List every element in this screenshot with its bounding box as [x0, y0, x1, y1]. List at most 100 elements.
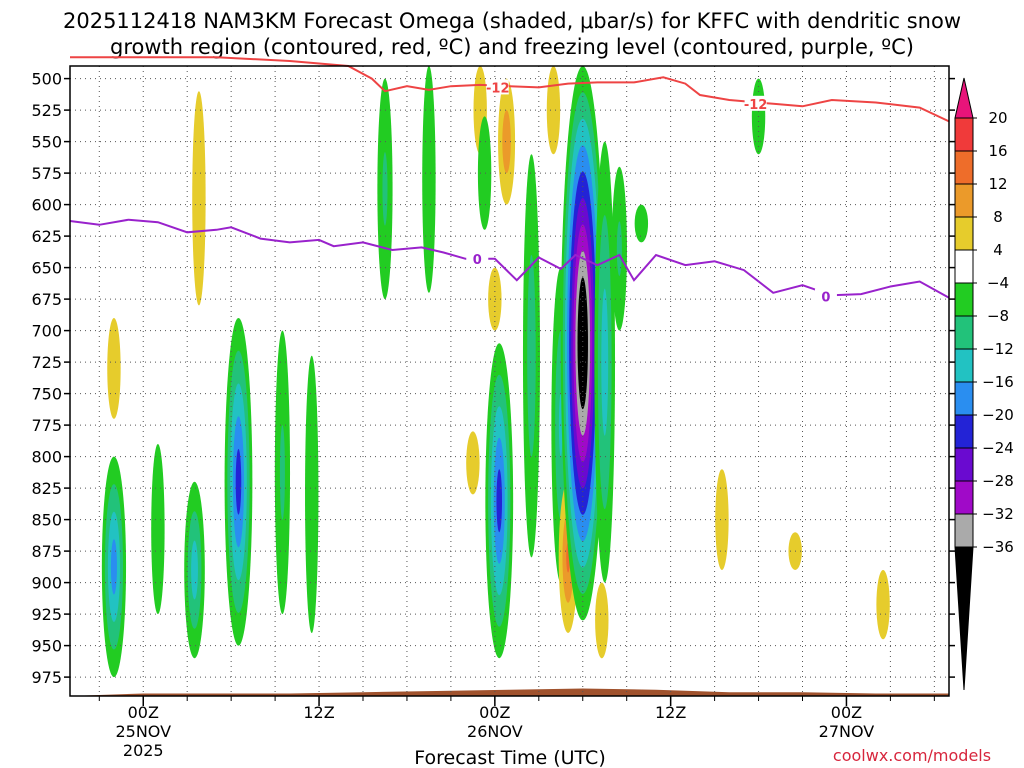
omega-level-15-5 — [496, 469, 503, 533]
omega-cell-23 — [595, 582, 609, 659]
omega-cell-13 — [488, 267, 502, 331]
omega-cell-21 — [594, 141, 616, 583]
omega-level-8-2 — [382, 152, 388, 226]
y-tick-label-975: 975 — [31, 668, 62, 687]
x-tick-label-0-0: 00Z — [128, 703, 159, 722]
colorbar-bin-3 — [954, 183, 974, 218]
x-tick-label-36-0: 12Z — [655, 703, 686, 722]
y-tick-label-650: 650 — [31, 259, 62, 278]
omega-level-22-2 — [616, 221, 622, 276]
y-tick-label-725: 725 — [31, 353, 62, 372]
omega-cell-6 — [274, 330, 291, 615]
omega-cell-5 — [224, 318, 253, 646]
omega-level-20-11 — [578, 293, 587, 394]
omega-level-5-5 — [235, 449, 242, 515]
omega-level-12-1 — [466, 431, 480, 495]
freezing_level-label-0: 0 — [473, 253, 482, 268]
freezing_level-line — [69, 218, 950, 299]
omega-cell-3 — [192, 91, 206, 306]
omega-level-24-1 — [634, 204, 649, 243]
omega-level-0-4 — [110, 539, 117, 595]
freezing_level-label-bg-1 — [814, 288, 837, 304]
omega-cell-7 — [305, 355, 319, 633]
y-tick-label-825: 825 — [31, 479, 62, 498]
omega-level-6-2 — [279, 425, 285, 520]
credit-text: coolwx.com/models — [833, 746, 991, 765]
x-tick-label-24-1: 26NOV — [467, 722, 523, 741]
omega-level-21-3 — [601, 288, 609, 436]
omega-level-17-1 — [546, 66, 561, 155]
dgz_contour-label-bg-0 — [486, 79, 509, 95]
colorbar-bottom-arrow — [954, 546, 974, 691]
colorbar-label-11: −28 — [982, 472, 1014, 490]
dgz_contour-label-0: -12 — [486, 81, 510, 96]
colorbar-label-2: 12 — [988, 175, 1007, 193]
omega-cell-16 — [522, 154, 540, 558]
omega-level-23-1 — [595, 582, 609, 659]
colorbar-bin-6 — [954, 282, 974, 317]
colorbar-label-8: −16 — [982, 373, 1014, 391]
colorbar-bin-13 — [954, 513, 974, 548]
colorbar-bin-11 — [954, 447, 974, 482]
omega-level-9-1 — [422, 65, 436, 293]
freezing_level-label-bg-0 — [466, 250, 489, 266]
y-tick-label-850: 850 — [31, 511, 62, 530]
omega-level-16-2 — [527, 254, 536, 457]
omega-level-2-1 — [151, 444, 165, 615]
freezing_level-label-1: 0 — [821, 291, 830, 306]
omega-cell-0 — [101, 456, 127, 678]
y-tick-label-675: 675 — [31, 290, 62, 309]
omega-cell-4 — [184, 481, 205, 659]
y-axis: 500 525 550 575 600 625 650 675 700 725 750 775 800 8… — [31, 70, 955, 687]
y-tick-label-925: 925 — [31, 605, 62, 624]
omega-level-13-1 — [488, 267, 502, 331]
colorbar-label-1: 16 — [988, 142, 1007, 160]
dgz_contour-label-1: -12 — [744, 98, 768, 113]
colorbar-top-arrow — [954, 77, 974, 119]
colorbar-bin-9 — [954, 381, 974, 416]
y-tick-label-600: 600 — [31, 196, 62, 215]
terrain-layer — [70, 688, 949, 696]
x-tick-label-48-0: 00Z — [831, 703, 862, 722]
colorbar-bin-5 — [954, 249, 974, 284]
omega-level-3-1 — [192, 91, 206, 306]
y-tick-label-775: 775 — [31, 416, 62, 435]
colorbar-label-10: −24 — [982, 439, 1014, 457]
y-tick-label-900: 900 — [31, 574, 62, 593]
terrain-area — [70, 688, 949, 696]
y-tick-label-750: 750 — [31, 385, 62, 404]
dgz_contour-line — [70, 56, 950, 123]
y-tick-label-525: 525 — [31, 101, 62, 120]
omega-level-26-1 — [715, 469, 729, 570]
omega-cell-11 — [477, 116, 492, 230]
dgz_contour-label-bg-1 — [744, 95, 767, 111]
colorbar-label-12: −32 — [982, 505, 1014, 523]
omega-cell-20 — [560, 66, 605, 621]
colorbar-bin-7 — [954, 315, 974, 350]
omega-level-1-1 — [107, 318, 121, 419]
colorbar-bin-8 — [954, 348, 974, 383]
x-tick-label-0-1: 25NOV — [115, 722, 171, 741]
y-tick-label-625: 625 — [31, 227, 62, 246]
omega-cell-22 — [611, 166, 627, 331]
omega-level-11-1 — [477, 116, 492, 230]
y-tick-label-800: 800 — [31, 448, 62, 467]
x-tick-label-48-1: 27NOV — [819, 722, 875, 741]
omega-cell-8 — [377, 78, 393, 300]
colorbar-bin-4 — [954, 216, 974, 251]
x-axis-label: Forecast Time (UTC) — [414, 747, 605, 768]
colorbar-label-7: −12 — [982, 340, 1014, 358]
colorbar-label-4: 4 — [993, 241, 1003, 259]
x-tick-label-0-2: 2025 — [123, 741, 164, 760]
colorbar-bin-2 — [954, 150, 974, 185]
contour-layer: -12 -12 0 0 — [69, 56, 950, 306]
plot-frame — [69, 65, 950, 697]
y-tick-label-500: 500 — [31, 70, 62, 89]
omega-cell-2 — [151, 444, 165, 615]
omega-cell-15 — [485, 343, 514, 659]
colorbar: 20 16 12 8 4 −4 −8 −12 −16 −20 −24 −28 −32 −36 — [954, 77, 1014, 691]
colorbar-label-0: 20 — [988, 109, 1007, 127]
colorbar-label-5: −4 — [987, 274, 1009, 292]
